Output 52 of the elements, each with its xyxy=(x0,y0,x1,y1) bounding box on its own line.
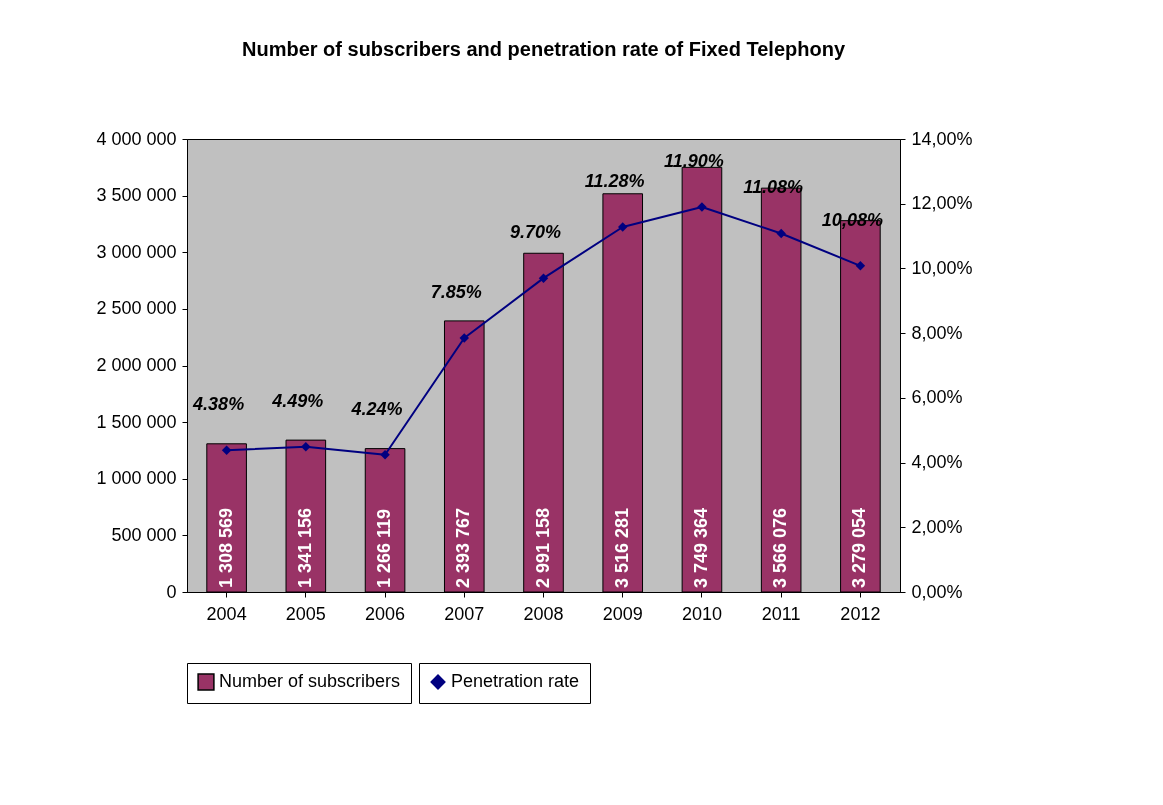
y-tick-label: 1 000 000 xyxy=(96,468,177,489)
y-tick-label: 2 500 000 xyxy=(96,298,177,319)
data-label: 3 749 364 xyxy=(690,507,711,588)
y2-tick-label: 0,00% xyxy=(911,581,963,602)
data-label: 3 566 076 xyxy=(770,507,791,588)
data-label: 2 991 158 xyxy=(532,507,553,588)
data-label: 7.85% xyxy=(430,282,482,302)
y2-tick-label: 8,00% xyxy=(911,322,963,343)
y2-tick-label: 2,00% xyxy=(911,516,963,537)
data-label: 11.90% xyxy=(664,150,724,171)
y2-tick-label: 12,00% xyxy=(911,193,973,214)
y-tick-label: 3 000 000 xyxy=(96,241,177,262)
data-label: 4.38% xyxy=(192,394,245,415)
point xyxy=(301,441,311,452)
legend-label: Penetration rate xyxy=(451,671,580,691)
data-label: 3 516 281 xyxy=(611,507,632,588)
data-label: 3 279 054 xyxy=(849,507,870,588)
x-tick-label: 2006 xyxy=(365,603,406,624)
x-tick-label: 2009 xyxy=(602,603,643,624)
data-label: 1 308 569 xyxy=(215,507,236,588)
point xyxy=(617,222,628,232)
data-label: 9.70% xyxy=(509,222,562,243)
point xyxy=(776,228,786,239)
y-tick-label: 3 500 000 xyxy=(96,185,177,206)
y-tick-label: 4 000 000 xyxy=(96,128,177,149)
x-tick-label: 2004 xyxy=(206,603,247,624)
x-tick-label: 2011 xyxy=(761,603,801,624)
data-label: 1 266 119 xyxy=(374,508,395,588)
y-tick-label: 2 000 000 xyxy=(96,355,177,375)
point xyxy=(855,261,866,271)
data-label: 2 393 767 xyxy=(453,507,474,588)
x-tick-label: 2005 xyxy=(285,603,326,624)
point xyxy=(221,445,232,456)
data-label: 4.49% xyxy=(271,390,324,411)
data-label: 1 341 156 xyxy=(294,507,315,588)
y-tick-label: 500 000 xyxy=(111,524,177,545)
x-tick-label: 2008 xyxy=(523,603,564,624)
x-tick-label: 2012 xyxy=(840,603,881,624)
y2-tick-label: 6,00% xyxy=(911,387,963,408)
data-label: 11.28% xyxy=(584,171,645,192)
x-tick-label: 2010 xyxy=(681,603,722,624)
data-label: 4.24% xyxy=(350,398,403,419)
y-tick-label: 0 xyxy=(166,581,177,602)
y2-tick-label: 14,00% xyxy=(911,128,973,149)
y2-tick-label: 10,00% xyxy=(911,257,973,278)
y-tick-label: 1 500 000 xyxy=(96,411,177,432)
point xyxy=(459,333,470,343)
legend-label: Number of subscribers xyxy=(219,671,401,691)
x-tick-label: 2007 xyxy=(444,603,485,624)
chart-title: Number of subscribers and penetration rate of Fixed Telephony xyxy=(241,38,846,60)
point xyxy=(538,273,549,283)
y2-tick-label: 4,00% xyxy=(911,452,963,473)
